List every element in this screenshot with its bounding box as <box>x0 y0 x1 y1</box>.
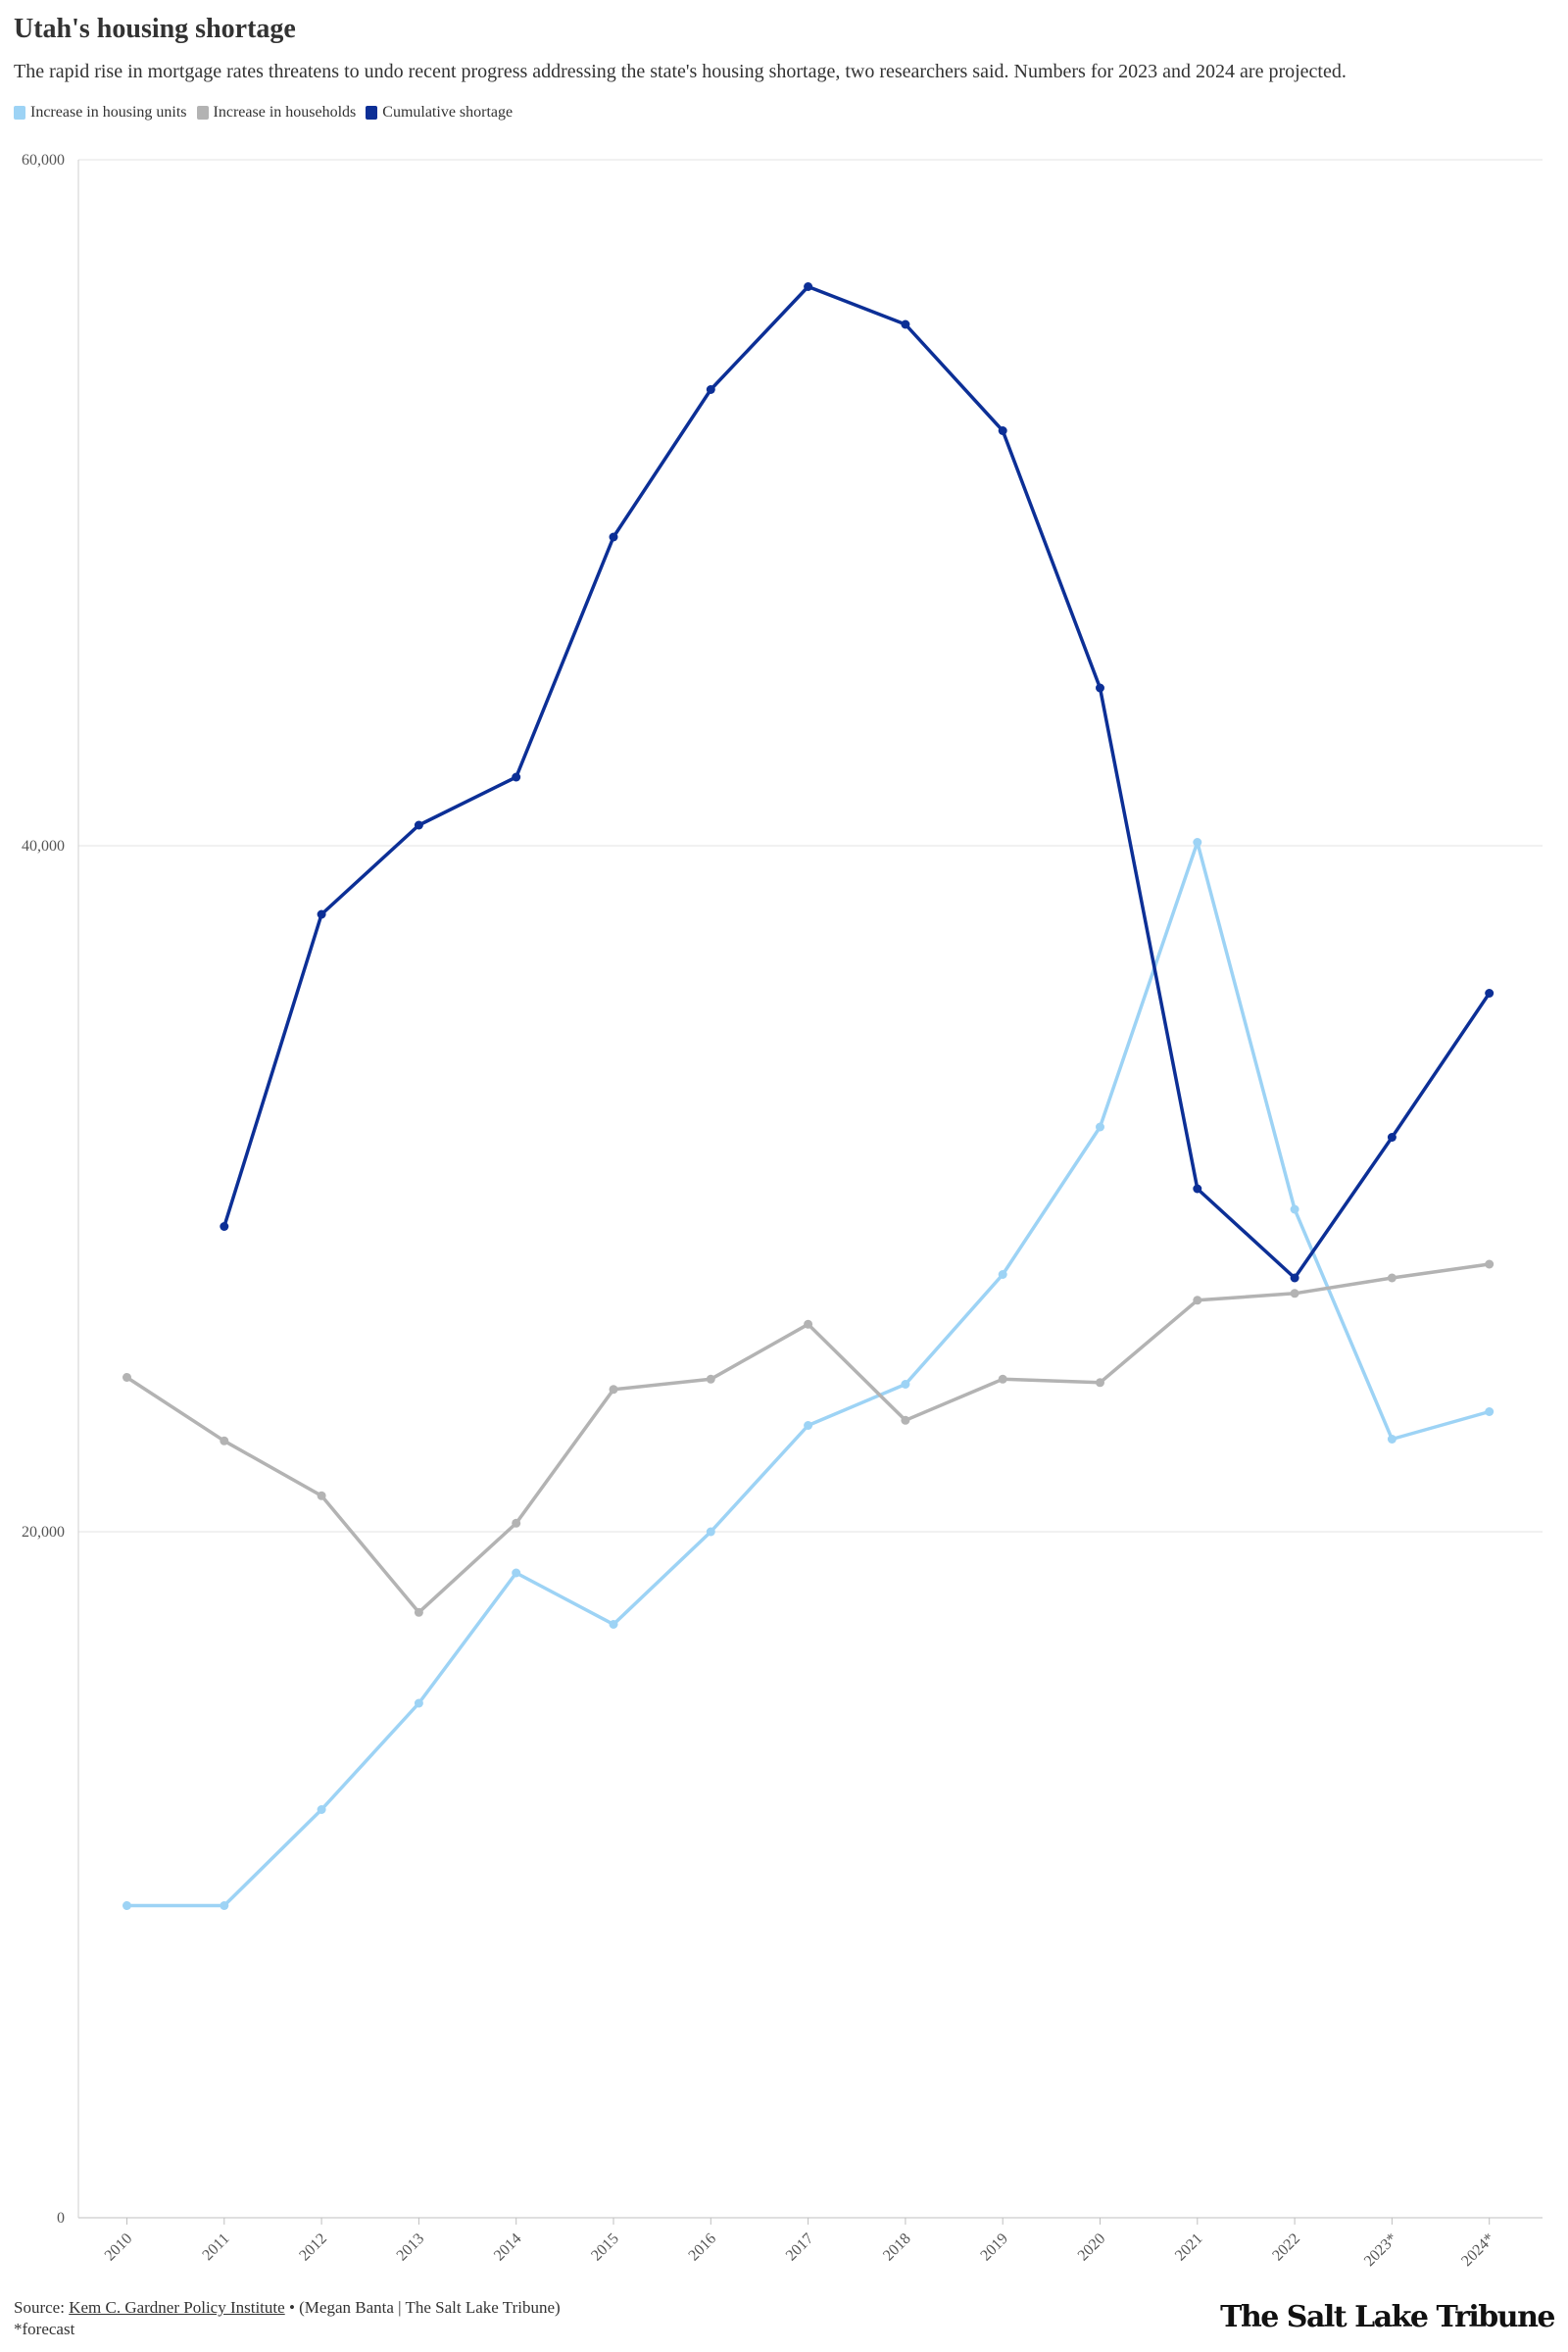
point-increase-in-housing-units-2018 <box>901 1380 910 1389</box>
point-cumulative-shortage-2013 <box>414 820 423 830</box>
point-increase-in-housing-units-2020 <box>1096 1122 1104 1132</box>
legend: Increase in housing units Increase in ho… <box>14 104 513 122</box>
point-increase-in-housing-units-2023 <box>1387 1435 1396 1444</box>
x-tick-label-0: 2010 <box>102 2230 136 2265</box>
line-chart: 60,000 40,000 20,000 0 2010 2011 2012 2013 2014 2… <box>22 152 1543 2270</box>
legend-label-housing-units: Increase in housing units <box>30 104 187 121</box>
point-cumulative-shortage-2011 <box>220 1222 229 1231</box>
source-link[interactable]: Kem C. Gardner Policy Institute <box>69 2298 285 2317</box>
point-increase-in-housing-units-2017 <box>804 1421 813 1430</box>
x-tick-label-8: 2018 <box>880 2230 914 2265</box>
tribune-logo[interactable]: The Salt Lake Tribune <box>1220 2300 1555 2334</box>
chart-title: Utah's housing shortage <box>14 14 296 44</box>
point-increase-in-households-2015 <box>609 1385 618 1395</box>
x-tick-label-9: 2019 <box>977 2230 1011 2265</box>
point-cumulative-shortage-2014 <box>512 772 521 782</box>
source-prefix: Source: <box>14 2298 70 2317</box>
x-tick-label-3: 2013 <box>394 2230 428 2265</box>
x-tick-label-13: 2023* <box>1361 2230 1400 2270</box>
point-increase-in-housing-units-2022 <box>1290 1204 1299 1214</box>
point-increase-in-households-2011 <box>220 1436 229 1446</box>
legend-item-households[interactable]: Increase in households <box>196 104 357 122</box>
series-line-increase-in-households <box>124 1262 1492 1615</box>
point-increase-in-households-2020 <box>1096 1378 1104 1388</box>
point-cumulative-shortage-2017 <box>804 282 813 291</box>
point-increase-in-households-2024 <box>1485 1259 1494 1269</box>
x-tick-label-12: 2022 <box>1269 2230 1303 2265</box>
x-tick-label-4: 2014 <box>491 2230 525 2265</box>
point-cumulative-shortage-2019 <box>998 426 1007 435</box>
legend-label-cumulative-shortage: Cumulative shortage <box>382 104 514 121</box>
footer: Source: Kem C. Gardner Policy Institute … <box>14 2297 561 2340</box>
point-increase-in-households-2013 <box>414 1607 423 1617</box>
point-increase-in-households-2012 <box>317 1491 326 1500</box>
legend-swatch-housing-units <box>14 106 25 120</box>
point-increase-in-housing-units-2013 <box>414 1698 423 1708</box>
point-cumulative-shortage-2018 <box>901 319 910 329</box>
y-tick-label-0: 60,000 <box>22 152 65 169</box>
point-increase-in-housing-units-2010 <box>122 1901 131 1910</box>
x-tick-label-7: 2017 <box>783 2230 817 2265</box>
point-increase-in-households-2019 <box>998 1374 1007 1384</box>
series-line-cumulative-shortage <box>222 284 1492 1280</box>
point-increase-in-households-2021 <box>1193 1296 1202 1305</box>
point-increase-in-households-2010 <box>122 1373 131 1382</box>
point-increase-in-housing-units-2012 <box>317 1805 326 1814</box>
point-increase-in-households-2018 <box>901 1415 910 1425</box>
x-tick-label-5: 2015 <box>588 2230 622 2265</box>
legend-item-cumulative-shortage[interactable]: Cumulative shortage <box>366 104 513 122</box>
point-cumulative-shortage-2012 <box>317 909 326 919</box>
series-line-increase-in-housing-units <box>124 840 1492 1908</box>
point-increase-in-housing-units-2014 <box>512 1568 521 1578</box>
x-tick-label-6: 2016 <box>685 2230 719 2265</box>
point-increase-in-households-2016 <box>706 1374 715 1384</box>
chart-subtitle: The rapid rise in mortgage rates threate… <box>14 61 1347 82</box>
legend-label-households: Increase in households <box>213 104 357 121</box>
point-increase-in-housing-units-2015 <box>609 1620 618 1629</box>
legend-swatch-cumulative-shortage <box>366 106 378 120</box>
legend-item-housing-units[interactable]: Increase in housing units <box>14 104 187 122</box>
x-tick-label-10: 2020 <box>1075 2230 1109 2265</box>
point-cumulative-shortage-2024 <box>1485 989 1494 998</box>
y-tick-label-3: 0 <box>57 2210 65 2227</box>
source-credit: • (Megan Banta | The Salt Lake Tribune) <box>284 2298 561 2317</box>
y-tick-label-1: 40,000 <box>22 838 65 855</box>
point-cumulative-shortage-2022 <box>1290 1273 1299 1283</box>
legend-swatch-households <box>196 106 209 120</box>
point-increase-in-households-2022 <box>1290 1289 1299 1298</box>
point-increase-in-housing-units-2019 <box>998 1270 1007 1279</box>
x-tick-label-14: 2024* <box>1458 2230 1497 2270</box>
point-increase-in-housing-units-2024 <box>1485 1407 1494 1416</box>
point-cumulative-shortage-2023 <box>1387 1133 1396 1142</box>
y-tick-label-2: 20,000 <box>22 1524 65 1541</box>
point-increase-in-households-2014 <box>512 1518 521 1528</box>
point-increase-in-households-2023 <box>1387 1273 1396 1283</box>
source-line: Source: Kem C. Gardner Policy Institute … <box>14 2297 561 2319</box>
x-tick-label-11: 2021 <box>1172 2230 1206 2265</box>
point-cumulative-shortage-2016 <box>706 385 715 394</box>
point-cumulative-shortage-2015 <box>609 532 618 542</box>
point-increase-in-households-2017 <box>804 1319 813 1329</box>
point-increase-in-housing-units-2011 <box>220 1901 229 1910</box>
point-increase-in-housing-units-2016 <box>706 1527 715 1537</box>
forecast-note: *forecast <box>14 2320 75 2338</box>
x-tick-label-2: 2012 <box>296 2230 330 2265</box>
x-tick-label-1: 2011 <box>199 2230 232 2264</box>
point-cumulative-shortage-2021 <box>1193 1184 1202 1194</box>
point-cumulative-shortage-2020 <box>1096 683 1104 693</box>
point-increase-in-housing-units-2021 <box>1193 838 1202 847</box>
